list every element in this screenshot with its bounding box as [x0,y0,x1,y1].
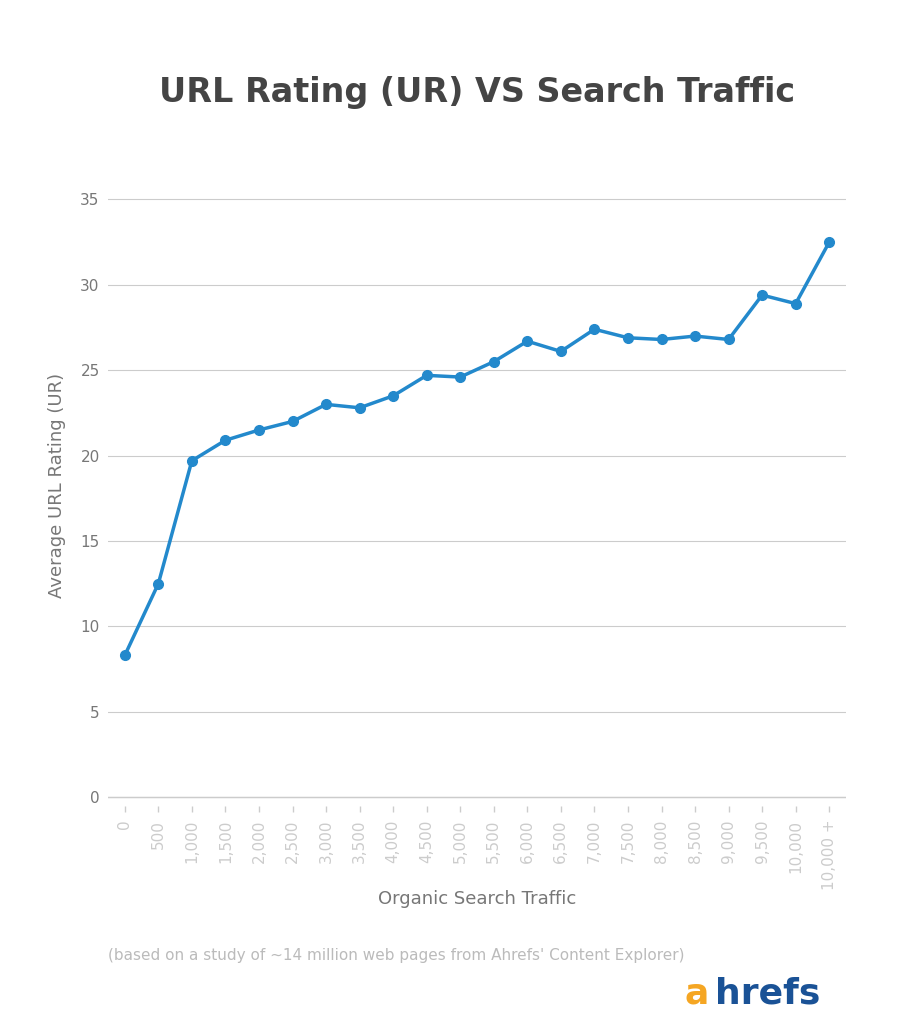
Text: URL Rating (UR) VS Search Traffic: URL Rating (UR) VS Search Traffic [159,76,795,109]
Text: Organic Search Traffic: Organic Search Traffic [378,889,576,908]
Text: a: a [684,977,708,1010]
Text: hrefs: hrefs [716,977,821,1010]
Y-axis label: Average URL Rating (UR): Average URL Rating (UR) [49,373,67,598]
Text: (based on a study of ~14 million web pages from Ahrefs' Content Explorer): (based on a study of ~14 million web pag… [108,948,685,963]
